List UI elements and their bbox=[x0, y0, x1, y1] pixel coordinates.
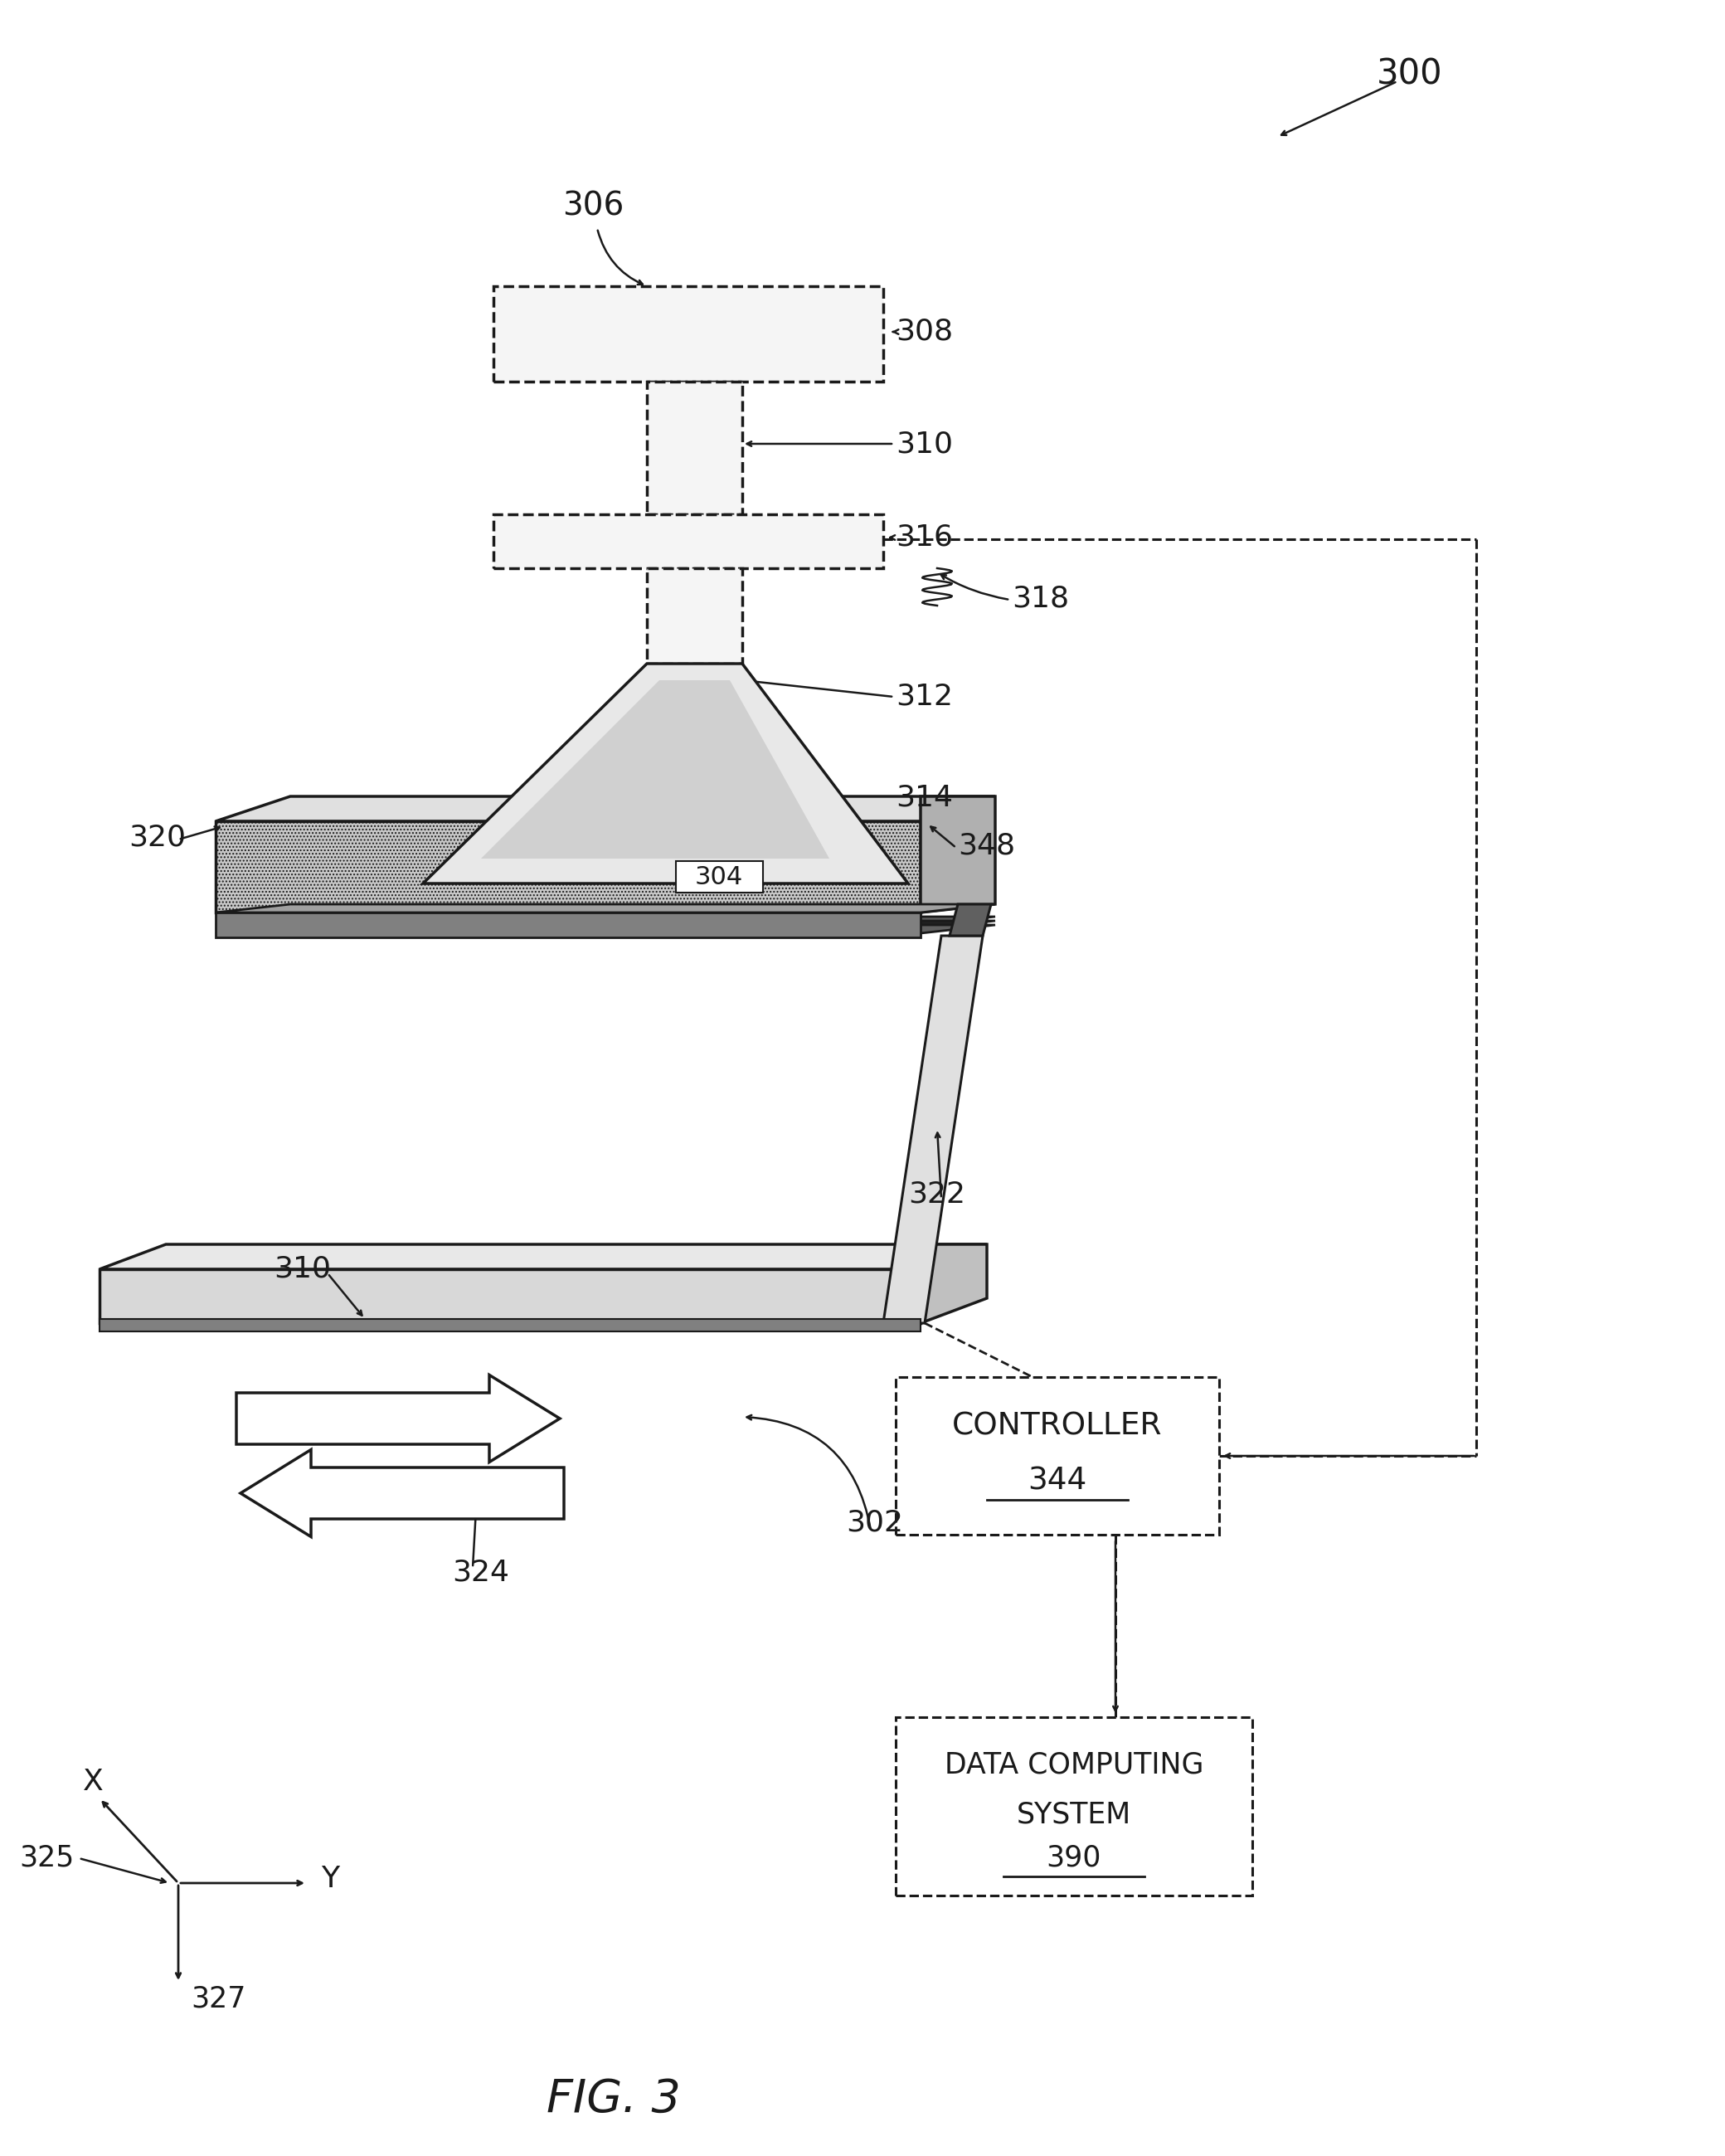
Polygon shape bbox=[216, 903, 995, 912]
Polygon shape bbox=[100, 1319, 921, 1332]
Text: 310: 310 bbox=[274, 1255, 331, 1283]
Polygon shape bbox=[100, 1270, 921, 1324]
Polygon shape bbox=[481, 681, 830, 858]
Text: 348: 348 bbox=[957, 832, 1016, 860]
Bar bbox=[895, 1378, 1220, 1535]
Text: CONTROLLER: CONTROLLER bbox=[952, 1412, 1163, 1442]
Polygon shape bbox=[216, 912, 921, 938]
Text: 344: 344 bbox=[1028, 1466, 1087, 1496]
Text: 316: 316 bbox=[895, 524, 952, 552]
Text: 304: 304 bbox=[695, 865, 743, 888]
Polygon shape bbox=[216, 925, 995, 934]
Text: Y: Y bbox=[321, 1865, 340, 1893]
Text: 308: 308 bbox=[895, 317, 952, 345]
Bar bbox=[676, 860, 762, 893]
Text: 322: 322 bbox=[907, 1181, 966, 1210]
FancyArrow shape bbox=[236, 1376, 561, 1462]
Text: X: X bbox=[83, 1768, 104, 1796]
Text: 310: 310 bbox=[895, 429, 952, 457]
FancyArrow shape bbox=[240, 1449, 564, 1537]
Polygon shape bbox=[216, 821, 921, 912]
Polygon shape bbox=[921, 796, 995, 912]
Text: 325: 325 bbox=[19, 1843, 74, 1871]
Text: 302: 302 bbox=[845, 1507, 904, 1537]
Text: 300: 300 bbox=[1377, 58, 1442, 93]
Text: DATA COMPUTING: DATA COMPUTING bbox=[944, 1751, 1204, 1779]
Polygon shape bbox=[921, 1244, 987, 1324]
Polygon shape bbox=[216, 796, 995, 821]
Text: 324: 324 bbox=[452, 1559, 509, 1587]
Polygon shape bbox=[100, 1244, 987, 1270]
Text: 306: 306 bbox=[562, 190, 624, 222]
Polygon shape bbox=[423, 664, 907, 884]
Text: 390: 390 bbox=[1047, 1843, 1102, 1871]
Bar bbox=[493, 287, 883, 382]
Text: FIG. 3: FIG. 3 bbox=[547, 2076, 681, 2122]
Polygon shape bbox=[883, 936, 983, 1324]
Polygon shape bbox=[216, 921, 995, 929]
Text: 314: 314 bbox=[895, 785, 952, 813]
Polygon shape bbox=[949, 903, 992, 936]
Bar bbox=[647, 382, 742, 515]
Text: 327: 327 bbox=[191, 1986, 245, 2014]
Text: SYSTEM: SYSTEM bbox=[1016, 1800, 1132, 1828]
Text: 312: 312 bbox=[895, 683, 952, 711]
Bar bbox=[493, 515, 883, 569]
Bar bbox=[895, 1716, 1252, 1895]
Text: 318: 318 bbox=[1013, 584, 1070, 612]
Polygon shape bbox=[216, 916, 995, 925]
Bar bbox=[647, 569, 742, 664]
Text: 320: 320 bbox=[129, 824, 186, 852]
